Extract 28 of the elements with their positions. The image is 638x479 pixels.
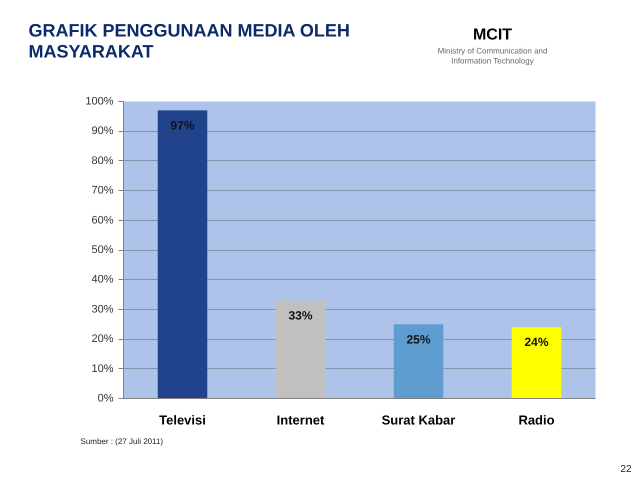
y-tick-label: 70% [91,184,114,197]
x-tick-label: Surat Kabar [382,412,456,428]
text: 22 [620,464,632,475]
y-tick-label: 10% [91,362,114,375]
y-tick-label: 30% [91,303,114,316]
text: Ministry of Communication and Information Technology [438,46,548,66]
data-label: 24% [524,335,549,350]
x-tick-label: Televisi [159,412,206,428]
text: Sumber : (27 Juli 2011) [80,437,164,446]
data-label: 33% [288,308,313,322]
y-tick-label: 40% [91,274,114,286]
y-tick-label: 0% [98,392,114,404]
bar [158,110,208,398]
y-tick-label: 80% [91,154,114,167]
y-tick-label: 90% [91,125,114,138]
y-tick-label: 60% [91,214,114,226]
data-label: 97% [170,118,195,132]
bar [276,300,326,398]
data-label: 25% [406,332,431,346]
bar [394,324,444,398]
x-tick-label: Radio [518,412,555,428]
y-tick-label: 50% [91,244,114,256]
x-tick-label: Internet [276,412,326,428]
chart-title: GRAFIK PENGGUNAAN MEDIA OLEH MASYARAKAT [28,20,350,62]
text: MCIT [472,26,512,44]
bar [512,327,562,398]
y-tick-label: 100% [85,96,114,108]
y-tick-label: 20% [91,333,114,346]
